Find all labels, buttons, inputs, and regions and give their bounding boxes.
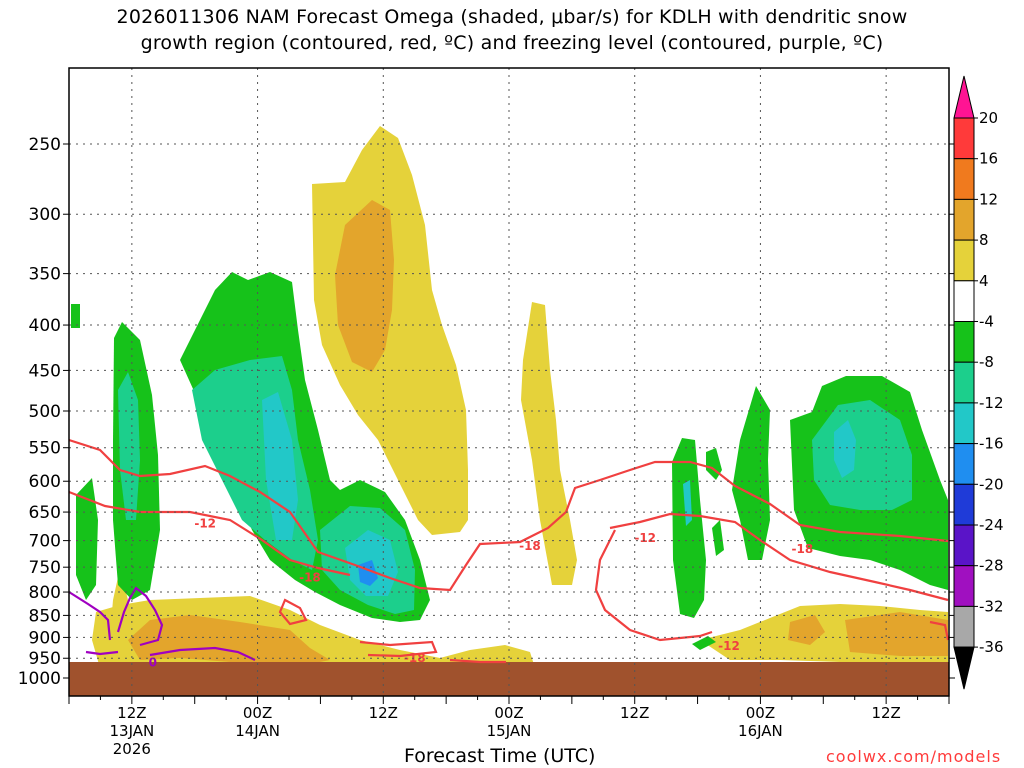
colorbar-label: -16 bbox=[979, 435, 1004, 453]
contour-label: -18 bbox=[519, 539, 541, 553]
omega-region-orange-right bbox=[788, 612, 948, 656]
y-tick-label: 350 bbox=[29, 265, 61, 285]
omega-region-orange-upper bbox=[335, 200, 394, 372]
colorbar-label: 20 bbox=[979, 109, 998, 127]
x-axis-label: Forecast Time (UTC) bbox=[404, 745, 596, 767]
y-tick-label: 750 bbox=[29, 558, 61, 578]
colorbar-label: -4 bbox=[979, 313, 994, 331]
dgz-contour-right12 bbox=[609, 512, 949, 602]
dgz-contour-small bbox=[278, 598, 308, 626]
y-axis: 2503003504004505005506006507007508008509… bbox=[18, 135, 955, 689]
x-tick-label: 12Z bbox=[871, 704, 900, 722]
colorbar-label: 16 bbox=[979, 150, 998, 168]
chart-title-line2: growth region (contoured, red, ºC) and f… bbox=[140, 32, 884, 54]
omega-region-blue-c bbox=[358, 560, 378, 586]
x-tick-label: 12Z bbox=[620, 704, 649, 722]
colorbar-swatch bbox=[953, 483, 975, 526]
colorbar-top-triangle bbox=[953, 75, 975, 119]
y-tick-label: 450 bbox=[29, 361, 61, 381]
colorbar-swatch bbox=[953, 280, 975, 322]
colorbar-swatch bbox=[953, 565, 975, 607]
omega-region-green-left bbox=[71, 304, 98, 600]
omega-region-cyan-right3 bbox=[834, 420, 856, 478]
colorbar-label: 12 bbox=[979, 190, 998, 208]
dgz-contour-lower bbox=[69, 490, 351, 577]
omega-region-green-right1 bbox=[672, 438, 706, 618]
y-tick-label: 850 bbox=[29, 606, 61, 626]
x-tick-label: 2026 bbox=[113, 740, 151, 758]
x-tick-label: 12Z bbox=[369, 704, 398, 722]
y-tick-label: 950 bbox=[29, 649, 61, 669]
colorbar-label: -32 bbox=[979, 597, 1004, 615]
colorbar-swatch bbox=[953, 524, 975, 567]
y-tick-label: 900 bbox=[29, 628, 61, 648]
y-tick-label: 650 bbox=[29, 503, 61, 523]
colorbar-label: -20 bbox=[979, 475, 1004, 493]
colorbar-swatch bbox=[953, 158, 975, 200]
contour-label: -12 bbox=[634, 531, 656, 545]
x-tick-label: 00Z bbox=[746, 704, 775, 722]
colorbar-swatch bbox=[953, 402, 975, 445]
colorbar-bottom-triangle bbox=[953, 646, 975, 690]
colorbar: 20 16 12 8 4 -4 -8 -12 -16 -20 -24 -28 -32 -36 bbox=[953, 75, 1004, 690]
omega-region-cyan-b bbox=[262, 392, 298, 540]
x-tick-label: 00Z bbox=[494, 704, 523, 722]
freezing-level-contour bbox=[69, 586, 256, 661]
y-tick-label: 300 bbox=[29, 205, 61, 225]
x-tick-label: 00Z bbox=[243, 704, 272, 722]
contour-label: -18 bbox=[404, 651, 426, 665]
dgz-contour-right-low bbox=[929, 620, 949, 641]
omega-region-green-right1b bbox=[706, 448, 724, 556]
contour-label: 0 bbox=[149, 655, 157, 669]
y-tick-label: 500 bbox=[29, 402, 61, 422]
colorbar-label: 4 bbox=[979, 272, 989, 290]
contour-label: -12 bbox=[718, 639, 740, 653]
omega-region-green-small bbox=[692, 636, 716, 650]
omega-region-teal-a bbox=[118, 372, 140, 520]
colorbar-label: -12 bbox=[979, 394, 1004, 412]
y-tick-label: 700 bbox=[29, 532, 61, 552]
colorbar-label: -24 bbox=[979, 516, 1004, 534]
x-tick-label: 12Z bbox=[117, 704, 146, 722]
contour-lines bbox=[69, 438, 949, 664]
omega-region-orange-low bbox=[128, 615, 330, 666]
y-tick-label: 1000 bbox=[18, 669, 61, 689]
contour-label: -18 bbox=[299, 570, 321, 584]
x-tick-label: 13JAN bbox=[109, 722, 154, 740]
y-tick-label: 550 bbox=[29, 439, 61, 459]
omega-region-teal-right3 bbox=[812, 400, 912, 510]
contour-labels: -12 -18 -18 -12 -18 -18 -12 0 bbox=[149, 517, 814, 670]
dgz-contour-low bbox=[359, 640, 506, 664]
x-tick-label: 16JAN bbox=[738, 722, 783, 740]
contour-label: -18 bbox=[791, 542, 813, 556]
omega-region-yellow-upper bbox=[312, 126, 468, 535]
dgz-contour-right-loop bbox=[594, 529, 713, 642]
colorbar-swatch bbox=[953, 239, 975, 282]
y-tick-label: 250 bbox=[29, 135, 61, 155]
x-tick-label: 15JAN bbox=[487, 722, 532, 740]
colorbar-label: -36 bbox=[979, 638, 1004, 656]
colorbar-label: -8 bbox=[979, 353, 994, 371]
y-tick-label: 400 bbox=[29, 316, 61, 336]
colorbar-swatch bbox=[953, 321, 975, 363]
omega-region-yellow-left-spike bbox=[110, 568, 130, 636]
colorbar-swatch bbox=[953, 117, 975, 160]
credit-text: coolwx.com/models bbox=[826, 747, 1002, 766]
chart-title-line1: 2026011306 NAM Forecast Omega (shaded, μ… bbox=[116, 6, 908, 28]
colorbar-label: 8 bbox=[979, 231, 989, 249]
dgz-contour-upper bbox=[69, 438, 949, 592]
colorbar-swatch bbox=[953, 605, 975, 648]
contour-label: -12 bbox=[194, 517, 216, 531]
colorbar-label: -28 bbox=[979, 557, 1004, 575]
y-tick-label: 600 bbox=[29, 472, 61, 492]
colorbar-swatch bbox=[953, 361, 975, 404]
y-tick-label: 800 bbox=[29, 583, 61, 603]
colorbar-swatch bbox=[953, 198, 975, 241]
x-tick-label: 14JAN bbox=[235, 722, 280, 740]
colorbar-swatch bbox=[953, 443, 975, 485]
